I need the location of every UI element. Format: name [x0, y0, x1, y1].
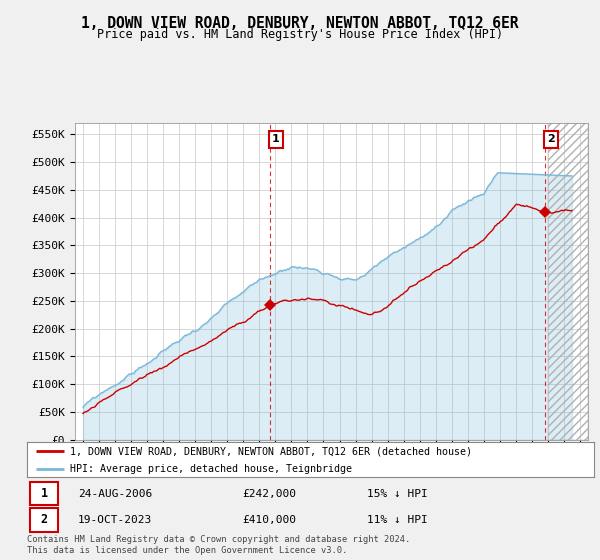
Text: Contains HM Land Registry data © Crown copyright and database right 2024.
This d: Contains HM Land Registry data © Crown c… [27, 535, 410, 555]
Text: 2: 2 [40, 514, 47, 526]
Text: 15% ↓ HPI: 15% ↓ HPI [367, 489, 428, 499]
Text: HPI: Average price, detached house, Teignbridge: HPI: Average price, detached house, Teig… [70, 464, 352, 474]
Text: 19-OCT-2023: 19-OCT-2023 [78, 515, 152, 525]
Text: Price paid vs. HM Land Registry's House Price Index (HPI): Price paid vs. HM Land Registry's House … [97, 28, 503, 41]
Text: 1, DOWN VIEW ROAD, DENBURY, NEWTON ABBOT, TQ12 6ER: 1, DOWN VIEW ROAD, DENBURY, NEWTON ABBOT… [81, 16, 519, 31]
Text: 11% ↓ HPI: 11% ↓ HPI [367, 515, 428, 525]
Text: 1: 1 [272, 134, 280, 144]
Text: £242,000: £242,000 [242, 489, 296, 499]
Text: 1, DOWN VIEW ROAD, DENBURY, NEWTON ABBOT, TQ12 6ER (detached house): 1, DOWN VIEW ROAD, DENBURY, NEWTON ABBOT… [70, 446, 472, 456]
FancyBboxPatch shape [30, 508, 58, 531]
FancyBboxPatch shape [30, 482, 58, 506]
Text: £410,000: £410,000 [242, 515, 296, 525]
Text: 2: 2 [547, 134, 555, 144]
Text: 1: 1 [40, 487, 47, 500]
Text: 24-AUG-2006: 24-AUG-2006 [78, 489, 152, 499]
